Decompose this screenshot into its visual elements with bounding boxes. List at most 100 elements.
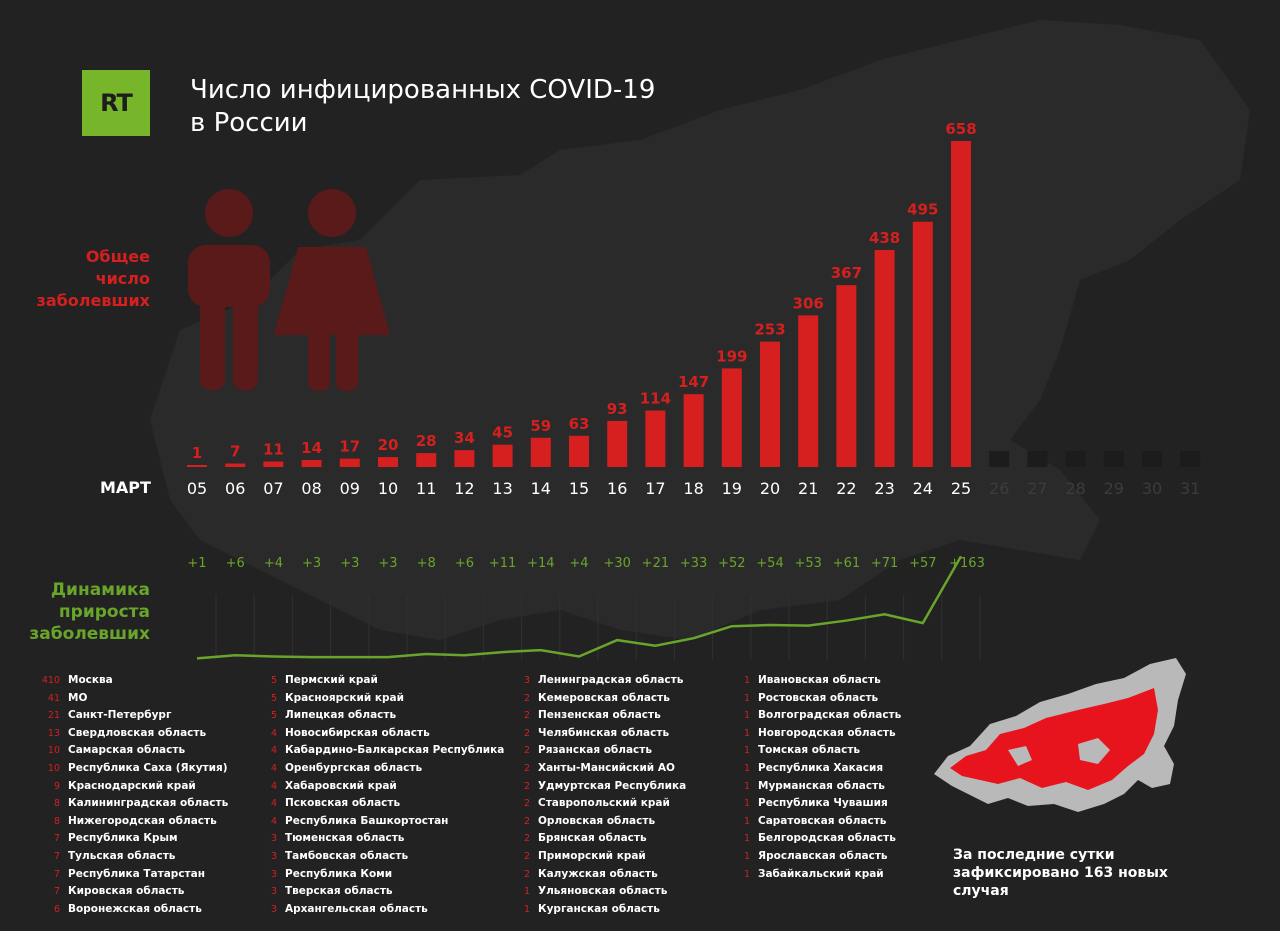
region-name: Республика Крым [68, 830, 178, 848]
region-name: Республика Чувашия [758, 795, 888, 813]
russia-minimap [928, 654, 1193, 844]
region-row: 4 Кабардино-Балкарская Республика [255, 742, 504, 760]
region-name: Приморский край [538, 848, 646, 866]
region-count: 1 [508, 883, 530, 901]
region-name: Челябинская область [538, 725, 669, 743]
region-row: 1 Ростовская область [728, 690, 901, 708]
region-count: 1 [728, 690, 750, 708]
region-count: 3 [255, 848, 277, 866]
region-count: 7 [38, 848, 60, 866]
bar-08 [302, 460, 322, 467]
region-row: 8 Калининградская область [38, 795, 228, 813]
region-count: 3 [255, 830, 277, 848]
region-count: 1 [728, 813, 750, 831]
region-name: Саратовская область [758, 813, 886, 831]
region-name: Свердловская область [68, 725, 206, 743]
region-count: 2 [508, 866, 530, 884]
region-count: 4 [255, 795, 277, 813]
region-count: 4 [255, 760, 277, 778]
bar-06 [225, 464, 245, 467]
growth-label-07: +4 [264, 556, 283, 571]
region-count: 3 [255, 901, 277, 919]
bar-value-label-23: 438 [869, 229, 900, 247]
region-count: 1 [728, 672, 750, 690]
region-count: 4 [255, 813, 277, 831]
region-count: 4 [255, 742, 277, 760]
bar-value-label-06: 7 [230, 443, 240, 461]
region-name: Липецкая область [285, 707, 396, 725]
bar-12 [454, 450, 474, 467]
regions-col-2: 5 Пермский край 5 Красноярский край 5 Липецка… [255, 672, 504, 918]
region-name: Краснодарский край [68, 778, 196, 796]
region-name: Республика Татарстан [68, 866, 205, 884]
growth-label-06: +6 [226, 556, 245, 571]
region-count: 2 [508, 725, 530, 743]
growth-label-05: +1 [187, 556, 206, 571]
region-count: 2 [508, 795, 530, 813]
region-name: Калининградская область [68, 795, 228, 813]
bar-19 [722, 368, 742, 467]
region-row: 2 Брянская область [508, 830, 686, 848]
region-row: 7 Республика Татарстан [38, 866, 228, 884]
bar-value-label-22: 367 [831, 264, 862, 282]
region-row: 2 Удмуртская Республика [508, 778, 686, 796]
region-row: 2 Орловская область [508, 813, 686, 831]
region-count: 2 [508, 707, 530, 725]
region-count: 1 [728, 725, 750, 743]
region-name: Орловская область [538, 813, 655, 831]
region-count: 1 [508, 901, 530, 919]
growth-label-19: +52 [718, 556, 745, 571]
region-row: 2 Челябинская область [508, 725, 686, 743]
future-bar-26 [989, 451, 1009, 467]
x-tick-label-18: 18 [683, 479, 703, 498]
region-row: 2 Ханты-Мансийский АО [508, 760, 686, 778]
growth-label-09: +3 [340, 556, 359, 571]
region-count: 4 [255, 778, 277, 796]
region-row: 2 Рязанская область [508, 742, 686, 760]
region-row: 21 Санкт-Петербург [38, 707, 228, 725]
future-bar-31 [1180, 451, 1200, 467]
growth-label-10: +3 [378, 556, 397, 571]
region-count: 1 [728, 742, 750, 760]
x-tick-label-20: 20 [760, 479, 780, 498]
bar-21 [798, 315, 818, 467]
x-tick-label-25: 25 [951, 479, 971, 498]
bar-11 [416, 453, 436, 467]
x-tick-label-28: 28 [1065, 479, 1085, 498]
x-tick-label-15: 15 [569, 479, 589, 498]
region-row: 4 Псковская область [255, 795, 504, 813]
bar-22 [836, 285, 856, 467]
region-row: 1 Республика Хакасия [728, 760, 901, 778]
bar-24 [913, 222, 933, 467]
x-tick-label-16: 16 [607, 479, 627, 498]
region-name: Тульская область [68, 848, 175, 866]
x-tick-label-11: 11 [416, 479, 436, 498]
bar-14 [531, 438, 551, 467]
region-row: 10 Республика Саха (Якутия) [38, 760, 228, 778]
region-name: Рязанская область [538, 742, 652, 760]
x-tick-label-10: 10 [378, 479, 398, 498]
region-name: Удмуртская Республика [538, 778, 686, 796]
region-count: 1 [728, 830, 750, 848]
growth-label-13: +11 [489, 556, 516, 571]
region-name: Тамбовская область [285, 848, 408, 866]
x-tick-label-21: 21 [798, 479, 818, 498]
region-count: 9 [38, 778, 60, 796]
x-tick-label-31: 31 [1180, 479, 1200, 498]
future-bar-28 [1066, 451, 1086, 467]
region-count: 5 [255, 707, 277, 725]
region-count: 1 [728, 760, 750, 778]
bar-value-label-24: 495 [907, 201, 938, 219]
region-count: 5 [255, 690, 277, 708]
region-name: Ростовская область [758, 690, 878, 708]
growth-label-08: +3 [302, 556, 321, 571]
region-row: 3 Тюменская область [255, 830, 504, 848]
region-row: 2 Пензенская область [508, 707, 686, 725]
bar-13 [493, 445, 513, 467]
region-row: 4 Оренбургская область [255, 760, 504, 778]
bar-20 [760, 342, 780, 467]
region-name: Тверская область [285, 883, 393, 901]
bar-09 [340, 459, 360, 467]
growth-label-15: +4 [569, 556, 588, 571]
region-count: 2 [508, 813, 530, 831]
